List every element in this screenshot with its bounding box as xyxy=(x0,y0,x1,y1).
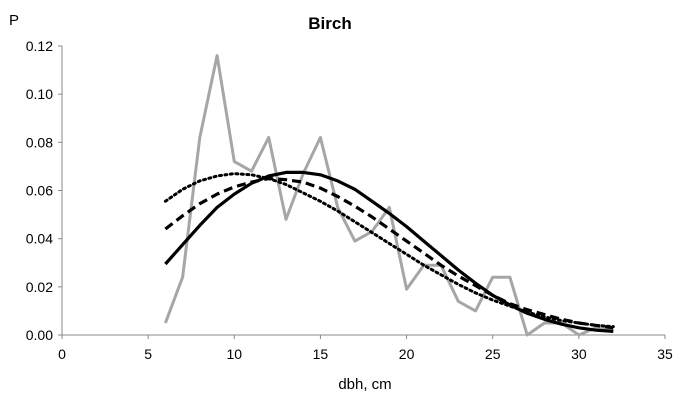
series-line-black-dashed xyxy=(164,176,614,330)
y-tick-label: 0.02 xyxy=(26,279,53,295)
y-tick-label: 0.04 xyxy=(26,231,53,247)
x-tick-label: 10 xyxy=(226,346,242,362)
x-tick-label: 15 xyxy=(313,346,329,362)
x-tick-label: 20 xyxy=(399,346,415,362)
series-line-gray-solid xyxy=(163,54,614,337)
y-tick-label: 0.06 xyxy=(26,183,53,199)
x-tick-label: 25 xyxy=(485,346,501,362)
y-tick-label: 0.00 xyxy=(26,327,53,343)
x-tick-label: 5 xyxy=(144,346,152,362)
x-tick-label: 35 xyxy=(657,346,673,362)
y-tick-label: 0.12 xyxy=(26,38,53,54)
axes: 0.00 0.02 0.04 0.06 0.08 0.10 0.12 0 5 10 15 20 25 30… xyxy=(26,38,673,362)
chart-title: Birch xyxy=(308,14,351,33)
series-group xyxy=(163,54,615,337)
x-tick-label: 0 xyxy=(58,346,66,362)
y-tick-label: 0.10 xyxy=(26,86,53,102)
x-axis-label: dbh, cm xyxy=(338,376,391,393)
y-tick-label: 0.08 xyxy=(26,134,53,150)
series-line-black-solid xyxy=(164,170,614,333)
x-tick-label: 30 xyxy=(571,346,587,362)
series-line-black-dotted xyxy=(163,172,615,329)
y-axis-label: P xyxy=(9,12,19,29)
